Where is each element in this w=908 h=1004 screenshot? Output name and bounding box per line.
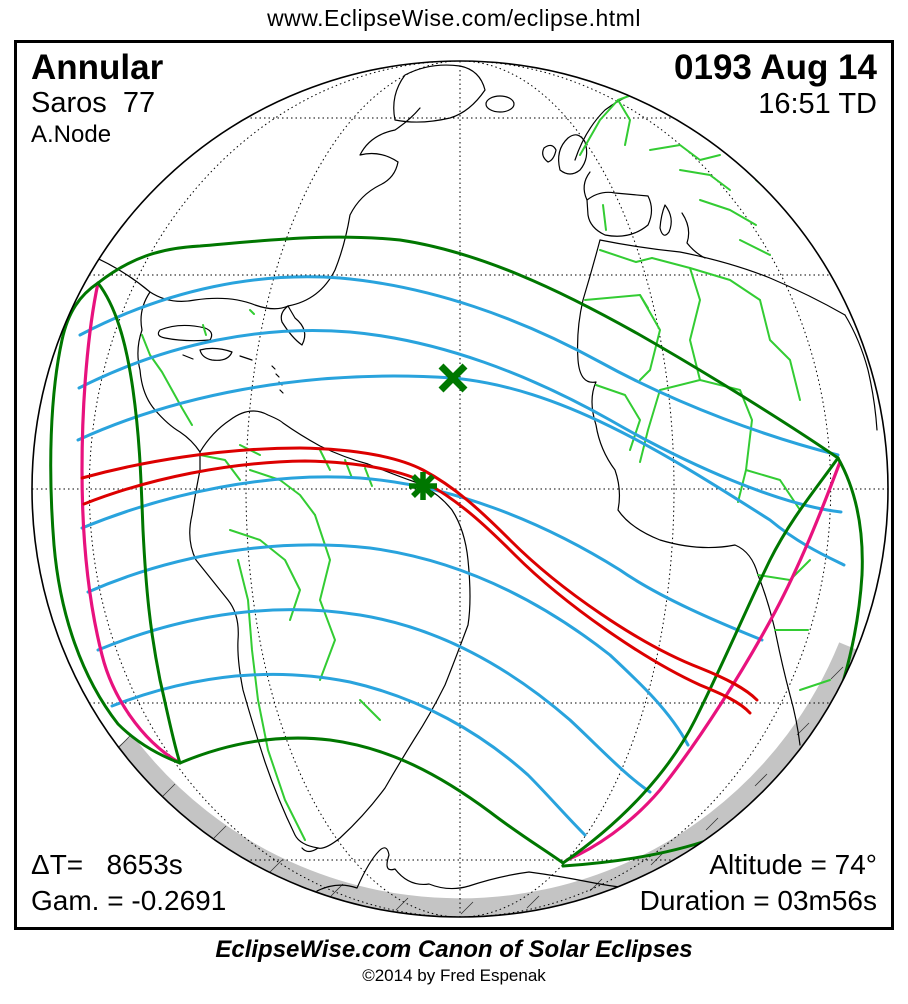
globe-limb: [31, 60, 889, 918]
eclipse-globe-map: [31, 60, 889, 918]
eclipse-type-block: Annular Saros 77 A.Node: [31, 49, 163, 150]
eclipse-date-label: 0193 Aug 14: [674, 48, 877, 87]
central-path-limits: [80, 446, 759, 715]
copyright-notice: ©2014 by Fred Espenak: [362, 966, 546, 985]
penumbral-limit-curves: [49, 235, 864, 868]
altitude-label: Altitude = 74°: [709, 849, 877, 881]
limb-shading-band: [117, 642, 857, 917]
delta-t-label: ΔT= 8653s: [31, 849, 183, 881]
limb-shading-hatch: [118, 666, 844, 915]
delta-t-gamma-block: ΔT= 8653s Gam. = -0.2691: [31, 847, 226, 919]
node-label: A.Node: [31, 121, 112, 149]
duration-label: Duration = 03m56s: [639, 885, 877, 917]
canon-title: EclipseWise.com Canon of Solar Eclipses: [215, 936, 693, 963]
eclipse-type-label: Annular: [31, 48, 164, 87]
altitude-duration-block: Altitude = 74° Duration = 03m56s: [640, 847, 877, 919]
map-frame: Annular Saros 77 A.Node 0193 Aug 14 16:5…: [14, 40, 894, 930]
sunrise-sunset-curves: [80, 281, 842, 862]
url-title: www.EclipseWise.com/eclipse.html: [267, 5, 641, 31]
greatest-eclipse-marker: [409, 472, 437, 500]
saros-label: Saros 77: [31, 86, 156, 119]
gamma-label: Gam. = -0.2691: [31, 885, 227, 917]
eclipse-date-block: 0193 Aug 14 16:51 TD: [674, 49, 877, 122]
eclipse-time-label: 16:51 TD: [758, 87, 877, 120]
greatest-duration-marker: [438, 363, 468, 393]
